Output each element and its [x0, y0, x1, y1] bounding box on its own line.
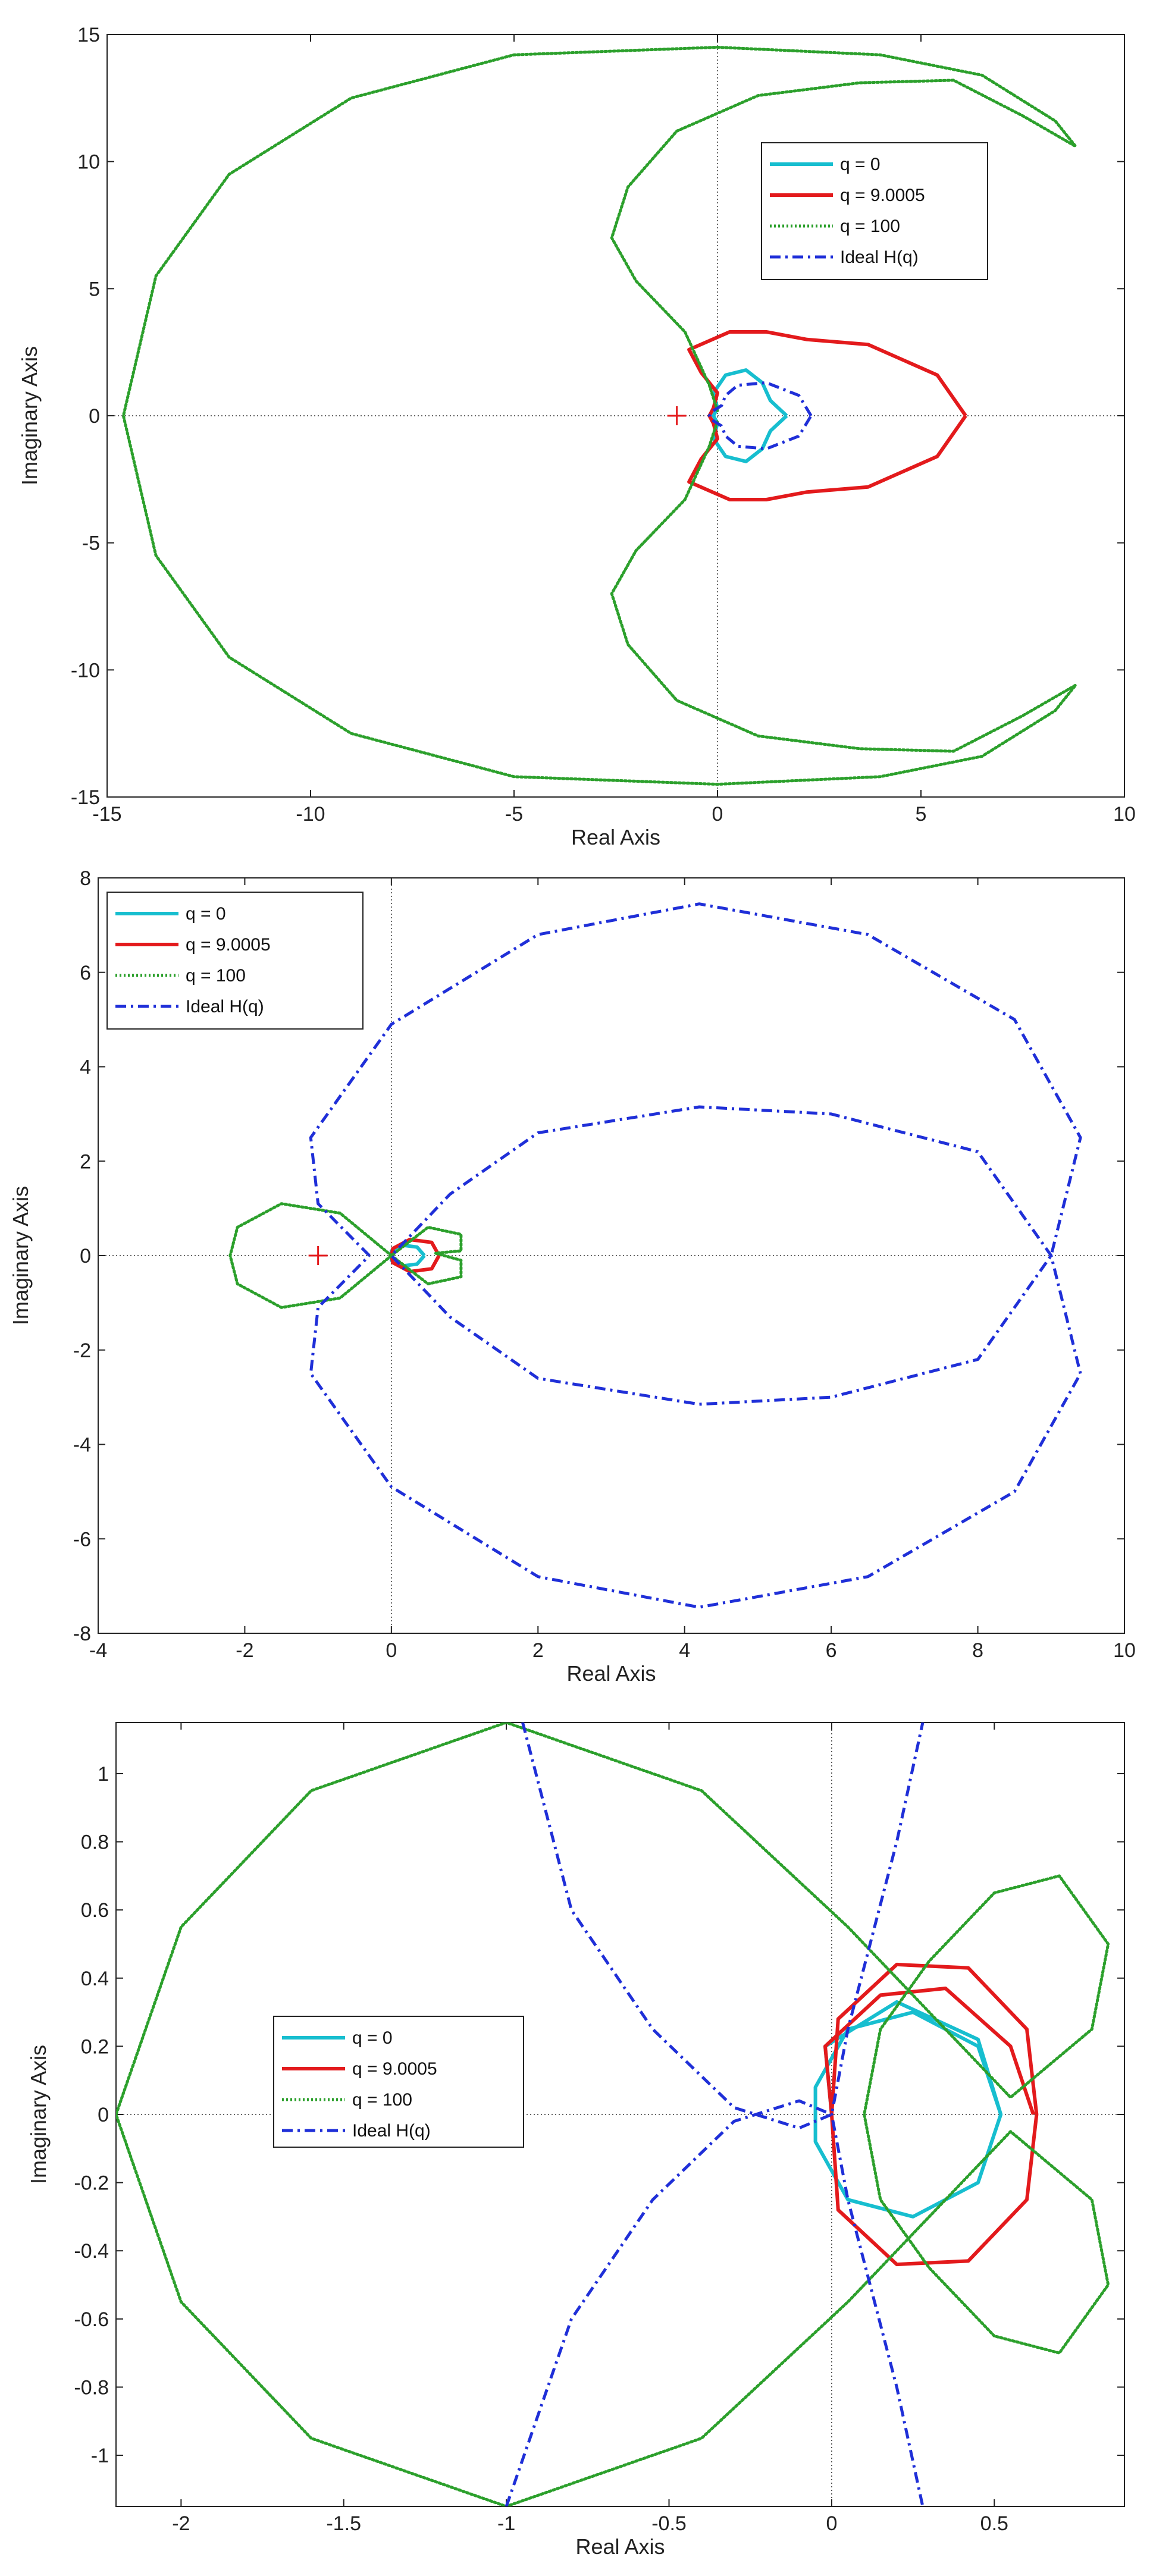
y-tick-label: 15 — [77, 24, 100, 46]
legend-label: q = 100 — [840, 217, 900, 236]
y-tick-label: 2 — [80, 1150, 91, 1173]
y-tick-label: -0.2 — [74, 2172, 109, 2195]
y-tick-label: 6 — [80, 962, 91, 984]
y-tick-label: 0 — [80, 1245, 91, 1267]
y-tick-label: -0.4 — [74, 2240, 109, 2263]
y-tick-label: -5 — [82, 532, 100, 555]
y-tick-label: 0.2 — [81, 2035, 109, 2058]
y-tick-label: -1 — [91, 2445, 109, 2467]
legend-label: q = 0 — [186, 904, 226, 924]
x-tick-label: 0 — [826, 2512, 837, 2535]
x-tick-label: -5 — [505, 803, 523, 826]
x-tick-label: -10 — [296, 803, 325, 826]
series-line-3 — [116, 1722, 1110, 2506]
legend: q = 0 q = 9.0005 q = 100 Ideal H(q) — [761, 142, 988, 280]
x-tick-label: -0.5 — [651, 2512, 687, 2535]
x-tick-label: 8 — [972, 1639, 983, 1662]
y-tick-label: 0.6 — [81, 1899, 109, 1922]
x-tick-label: 0 — [712, 803, 723, 826]
x-tick-label: -1.5 — [326, 2512, 361, 2535]
series-line-3 — [228, 1202, 463, 1309]
series-line-4 — [521, 1722, 925, 2130]
x-tick-label: 10 — [1113, 803, 1136, 826]
y-tick-label: -0.6 — [74, 2308, 109, 2331]
x-tick-label: -2 — [236, 1639, 253, 1662]
y-tick-label: -15 — [71, 786, 100, 809]
x-tick-label: -15 — [92, 803, 121, 826]
series-line-5 — [505, 2099, 925, 2506]
y-tick-label: -4 — [73, 1434, 91, 1457]
y-tick-label: 5 — [89, 278, 100, 300]
plot-panel-1: -15 -10 -5 0 5 10 -15 -10 -5 0 5 10 15 Real Axis Imagi… — [17, 24, 1136, 849]
y-tick-label: -8 — [73, 1623, 91, 1645]
y-tick-label: 8 — [80, 867, 91, 890]
y-axis-label: Imaginary Axis — [17, 346, 42, 485]
y-tick-label: -10 — [71, 659, 100, 682]
x-tick-label: 5 — [916, 803, 927, 826]
legend: q = 0 q = 9.0005 q = 100 Ideal H(q) — [273, 2016, 524, 2148]
series-line-3 — [121, 45, 1077, 786]
x-tick-label: 0.5 — [980, 2512, 1008, 2535]
y-tick-label: -6 — [73, 1528, 91, 1551]
x-axis-label: Real Axis — [571, 825, 660, 849]
y-tick-label: -0.8 — [74, 2376, 109, 2399]
legend-label: q = 9.0005 — [186, 935, 271, 955]
x-tick-label: 10 — [1113, 1639, 1136, 1662]
series-line-4 — [707, 381, 813, 451]
plot-panel-2: -4 -2 0 2 4 6 8 10 -8 -6 -4 -2 0 2 4 6 8 Real Axis Imagina… — [8, 867, 1136, 1686]
legend-label: Ideal H(q) — [840, 247, 919, 267]
x-tick-label: 0 — [386, 1639, 397, 1662]
series-group — [228, 902, 1082, 1609]
y-axis-label: Imaginary Axis — [8, 1186, 33, 1325]
y-axis-label: Imaginary Axis — [26, 2045, 51, 2184]
x-tick-label: 6 — [826, 1639, 837, 1662]
x-tick-label: 4 — [679, 1639, 690, 1662]
x-tick-label: -2 — [172, 2512, 190, 2535]
x-axis-label: Real Axis — [566, 1661, 656, 1686]
legend-label: Ideal H(q) — [186, 997, 264, 1016]
y-tick-label: 0 — [98, 2104, 109, 2126]
y-tick-label: 0 — [89, 405, 100, 428]
legend-label: q = 9.0005 — [840, 186, 925, 205]
legend-label: q = 100 — [186, 966, 246, 986]
y-tick-label: -2 — [73, 1339, 91, 1362]
legend: q = 0 q = 9.0005 q = 100 Ideal H(q) — [106, 892, 364, 1030]
legend-label: q = 0 — [840, 155, 881, 174]
y-tick-label: 0.8 — [81, 1831, 109, 1854]
critical-point-marker — [667, 406, 687, 425]
series-line-4 — [309, 902, 1082, 1609]
x-tick-label: 2 — [532, 1639, 544, 1662]
legend-label: q = 0 — [352, 2028, 393, 2048]
legend-label: q = 100 — [352, 2090, 412, 2110]
series-group — [121, 45, 1077, 786]
x-axis-label: Real Axis — [575, 2534, 665, 2559]
series-group — [116, 1722, 1110, 2506]
plot-panel-3: -2 -1.5 -1 -0.5 0 0.5 -1 -0.8 -0.6 -0.4 -0.2 0 0.2 0.… — [26, 1722, 1125, 2559]
series-line-2 — [823, 1962, 1039, 2267]
x-tick-label: -1 — [497, 2512, 515, 2535]
series-line-1 — [813, 2000, 1003, 2219]
legend-label: q = 9.0005 — [352, 2059, 437, 2079]
y-tick-label: 4 — [80, 1056, 91, 1079]
y-tick-label: 10 — [77, 151, 100, 174]
legend-label: Ideal H(q) — [352, 2121, 431, 2141]
x-tick-label: -4 — [89, 1639, 107, 1662]
critical-point-marker — [308, 1246, 328, 1265]
y-tick-label: 0.4 — [81, 1968, 109, 1990]
series-line-1 — [712, 368, 788, 463]
y-tick-label: 1 — [98, 1763, 109, 1786]
